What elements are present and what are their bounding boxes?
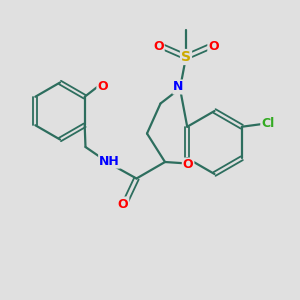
Text: S: S (181, 50, 191, 64)
Text: NH: NH (99, 154, 120, 168)
Text: N: N (173, 80, 184, 94)
Text: O: O (183, 158, 194, 172)
Text: O: O (98, 80, 108, 93)
Text: Cl: Cl (261, 117, 274, 130)
Text: O: O (208, 40, 219, 53)
Text: O: O (118, 197, 128, 211)
Text: O: O (153, 40, 164, 53)
